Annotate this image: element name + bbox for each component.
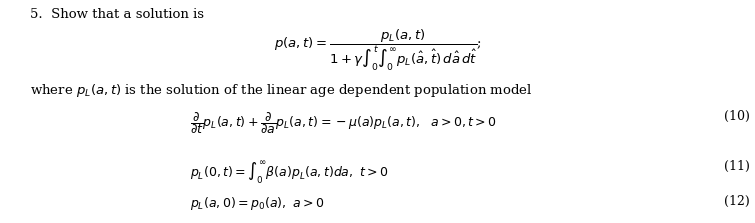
Text: $\dfrac{\partial}{\partial t}p_L(a,t) + \dfrac{\partial}{\partial a}p_L(a,t) = -: $\dfrac{\partial}{\partial t}p_L(a,t) + … — [190, 110, 497, 136]
Text: $p_L(0,t) = \int_0^{\infty} \beta(a)p_L(a,t)da,\ t > 0$: $p_L(0,t) = \int_0^{\infty} \beta(a)p_L(… — [190, 160, 389, 187]
Text: (10): (10) — [724, 110, 750, 123]
Text: $p(a,t) = \dfrac{p_L(a,t)}{1 + \gamma \int_0^t \int_0^{\infty} p_L(\hat{a},\hat{: $p(a,t) = \dfrac{p_L(a,t)}{1 + \gamma \i… — [273, 28, 482, 73]
Text: 5.  Show that a solution is: 5. Show that a solution is — [30, 8, 204, 21]
Text: $p_L(a,0) = p_0(a),\ a > 0$: $p_L(a,0) = p_0(a),\ a > 0$ — [190, 195, 324, 212]
Text: (12): (12) — [724, 195, 750, 208]
Text: where $p_L(a,t)$ is the solution of the linear age dependent population model: where $p_L(a,t)$ is the solution of the … — [30, 82, 532, 99]
Text: (11): (11) — [724, 160, 750, 173]
